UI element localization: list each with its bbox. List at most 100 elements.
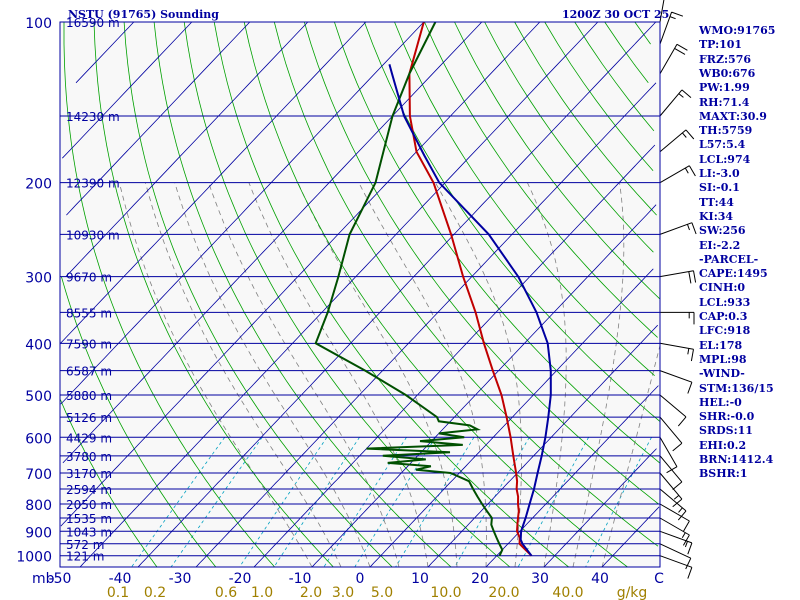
temperature-line [408, 21, 533, 557]
wind-barb [659, 222, 697, 235]
height-label: 14230 m [66, 110, 120, 124]
chart-border [59, 21, 661, 568]
isotherm-lines [60, 21, 660, 568]
height-label: 9670 m [66, 271, 112, 285]
temperature-tick-label: 40 [591, 571, 609, 587]
moist-adiabat-line [601, 346, 661, 568]
stat-line: -WIND- [699, 367, 745, 381]
isotherm-line [62, 21, 483, 464]
isotherm-line [75, 21, 135, 84]
wind-barb [659, 129, 695, 153]
stat-line: KI:34 [699, 209, 734, 223]
temperature-tick-label: -50 [49, 571, 72, 587]
dry-adiabat-line [213, 21, 569, 568]
stat-line: TH:5759 [699, 124, 753, 138]
moist-adiabat-lines [119, 182, 661, 568]
height-label: 3780 m [66, 450, 112, 464]
pressure-tick-label: 100 [25, 16, 52, 32]
stat-line: SW:256 [699, 224, 746, 238]
stat-line: BSHR:1 [699, 467, 748, 481]
stat-line: HEL:-0 [699, 395, 742, 409]
wind-barb [659, 472, 683, 508]
height-label: 121 m [66, 550, 104, 564]
mixing-ratio-tick-label: 40.0 [552, 585, 583, 600]
mixing-ratio-tick-label: 1.0 [251, 585, 273, 600]
height-label: 10930 m [66, 228, 120, 242]
stat-line: RH:71.4 [699, 95, 750, 109]
mixing-ratio-tick-label: 2.0 [300, 585, 322, 600]
height-label: 6587 m [66, 365, 112, 379]
pressure-tick-label: 200 [25, 177, 52, 193]
height-labels: 16590 m 14230 m 12390 m 10930 m 9670 m 8555 m… [66, 16, 120, 564]
dry-adiabat-line [604, 21, 649, 84]
temperature-tick-label: 20 [471, 571, 489, 587]
isotherm-line [253, 144, 656, 568]
wind-barb [659, 11, 684, 45]
isotherm-line [369, 268, 654, 568]
dry-adiabat-line [153, 21, 452, 568]
wind-barb [659, 517, 690, 546]
stat-line: FRZ:576 [699, 52, 752, 66]
pressure-tick-label: 900 [25, 525, 52, 541]
chart-background [60, 22, 660, 567]
dry-adiabat-line [514, 21, 657, 216]
temperature-tick-label: -20 [229, 571, 252, 587]
pressure-tick-label: 600 [25, 431, 52, 447]
height-label: 1535 m [66, 512, 112, 526]
wind-barb [659, 89, 692, 117]
stat-line: LCL:933 [699, 295, 751, 309]
isotherm-line [66, 21, 251, 216]
stats-panel: WMO:91765 TP:101 FRZ:576 WB0:676 PW:1.99 RH:7… [665, 0, 800, 600]
pressure-tick-label: 800 [25, 498, 52, 514]
stat-line: BRN:1412.4 [699, 453, 774, 466]
station-title: NSTU (91765) Sounding [68, 8, 219, 21]
pressure-tick-label: 400 [25, 337, 52, 353]
mixing-ratio-line [170, 437, 263, 568]
temperature-tick-label: 30 [531, 571, 549, 587]
mixing-ratio-line [323, 437, 407, 568]
isotherm-line [485, 385, 659, 568]
height-label: 2594 m [66, 483, 112, 497]
stat-line: EHI:0.2 [699, 438, 747, 452]
wind-barb [659, 416, 683, 452]
mixing-ratio-line [131, 437, 226, 568]
dry-adiabat-line [364, 21, 660, 422]
dry-adiabat-line [454, 21, 660, 299]
mixing-ratio-axis-label: g/kg [617, 585, 648, 600]
sounding-time: 1200Z 30 OCT 25 [562, 8, 670, 21]
dry-adiabat-line [183, 21, 511, 568]
temperature-axis-label: C [654, 571, 664, 587]
stat-line: SI:-0.1 [699, 181, 740, 195]
stat-line: CAP:0.3 [699, 310, 748, 323]
wind-barb [659, 503, 690, 532]
mixing-ratio-tick-label: 0.1 [107, 585, 129, 600]
stat-line: MPL:98 [699, 352, 747, 366]
dewpoint-line [314, 21, 504, 557]
wind-barb [659, 437, 678, 474]
stat-line: SRDS:11 [699, 424, 753, 438]
height-label: 5126 m [66, 411, 112, 425]
mixing-ratio-tick-label: 3.0 [332, 585, 354, 600]
height-label: 16590 m [66, 16, 120, 30]
moist-adiabat-line [119, 182, 313, 568]
height-label: 1043 m [66, 525, 112, 539]
stat-line: PW:1.99 [699, 81, 750, 95]
mixing-ratio-tick-label: 10.0 [430, 585, 461, 600]
temperature-tick-label: 10 [411, 571, 429, 587]
moist-adiabat-line [208, 182, 400, 568]
dry-adiabat-line [484, 21, 654, 253]
wind-barb [659, 394, 687, 427]
dry-adiabat-line [424, 21, 658, 338]
wind-barb [659, 342, 694, 362]
wind-barb [659, 270, 697, 284]
moist-adiabat-line [358, 182, 487, 567]
mixing-ratio-tick-label: 0.6 [215, 585, 237, 600]
wind-barb [659, 455, 683, 490]
mixing-ratio-line [273, 437, 360, 568]
dry-adiabat-line [334, 21, 660, 464]
wind-barb [659, 543, 692, 570]
height-label: 12390 m [66, 177, 120, 191]
stat-line: STM:136/15 [699, 381, 774, 395]
mixing-ratio-tick-label: 20.0 [488, 585, 519, 600]
pressure-tick-labels: 100 200 300 400 500 600 700 800 900 1000 mb [16, 16, 54, 587]
